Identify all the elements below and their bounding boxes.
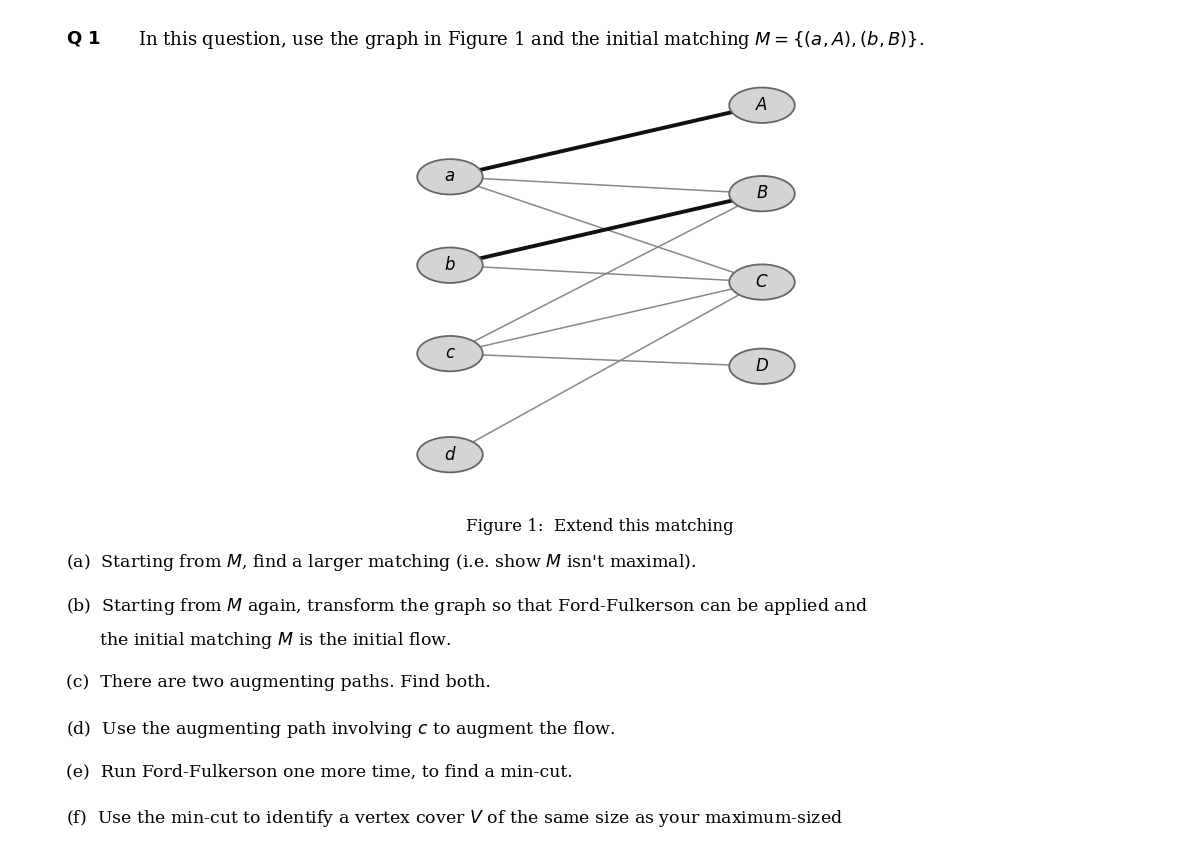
Text: $b$: $b$ [444,256,456,274]
Text: Figure 1:  Extend this matching: Figure 1: Extend this matching [466,518,734,535]
Text: $C$: $C$ [755,274,769,290]
Circle shape [730,264,794,300]
Text: $D$: $D$ [755,358,769,375]
Circle shape [418,248,482,283]
Text: $B$: $B$ [756,185,768,202]
Circle shape [730,88,794,123]
Circle shape [730,349,794,384]
Circle shape [418,437,482,472]
Text: (c)  There are two augmenting paths. Find both.: (c) There are two augmenting paths. Find… [66,674,491,691]
Text: (d)  Use the augmenting path involving $c$ to augment the flow.: (d) Use the augmenting path involving $c… [66,719,616,740]
Text: $A$: $A$ [756,97,768,114]
Text: (b)  Starting from $M$ again, transform the graph so that Ford-Fulkerson can be : (b) Starting from $M$ again, transform t… [66,596,868,617]
Text: $d$: $d$ [444,445,456,464]
Text: In this question, use the graph in Figure 1 and the initial matching $M = \{(a, : In this question, use the graph in Figur… [138,29,924,51]
Circle shape [418,336,482,371]
Text: $c$: $c$ [444,345,456,362]
Text: the initial matching $M$ is the initial flow.: the initial matching $M$ is the initial … [66,630,451,651]
Text: (e)  Run Ford-Fulkerson one more time, to find a min-cut.: (e) Run Ford-Fulkerson one more time, to… [66,764,572,781]
Text: (a)  Starting from $M$, find a larger matching (i.e. show $M$ isn't maximal).: (a) Starting from $M$, find a larger mat… [66,552,696,573]
Text: $a$: $a$ [444,168,456,185]
Circle shape [418,159,482,195]
Circle shape [730,176,794,211]
Text: (f)  Use the min-cut to identify a vertex cover $V$ of the same size as your max: (f) Use the min-cut to identify a vertex… [66,808,842,829]
Text: $\mathbf{Q}$ $\mathbf{1}$: $\mathbf{Q}$ $\mathbf{1}$ [66,29,101,49]
